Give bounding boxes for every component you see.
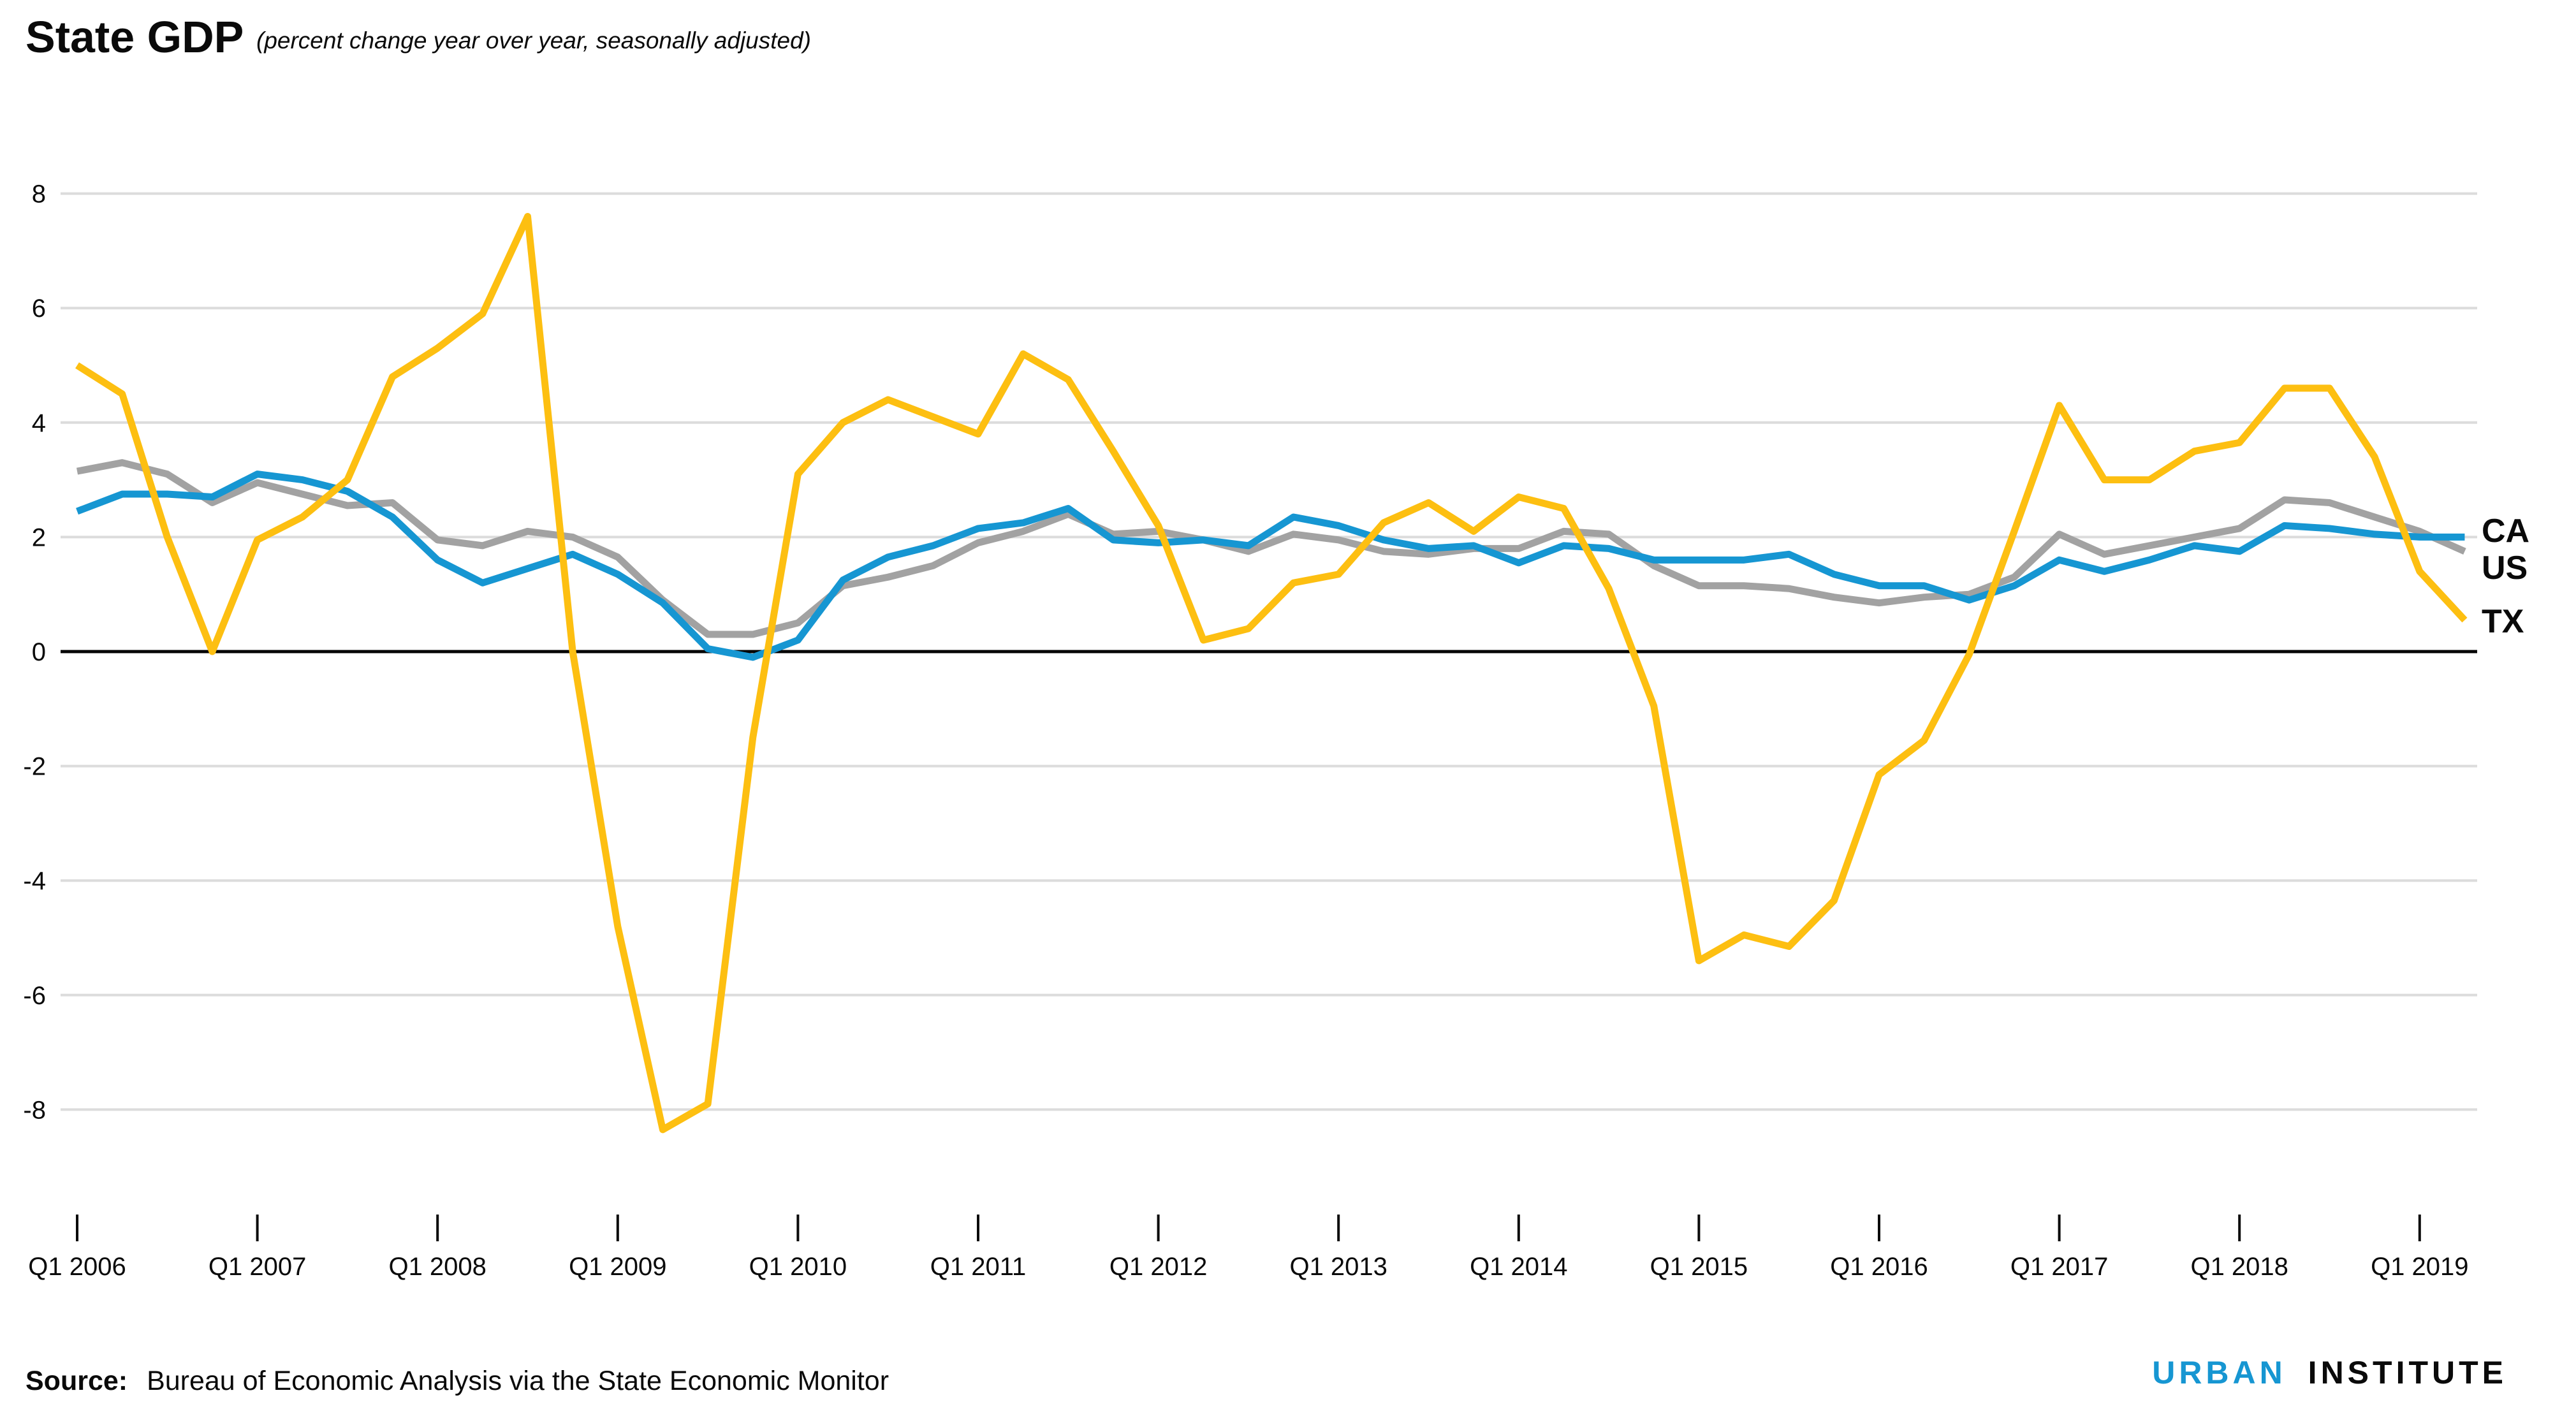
y-axis-labels: 8 6 4 2 0 -2 -4 -6 -8 — [23, 180, 46, 1125]
x-tick-label: Q1 2014 — [1470, 1253, 1567, 1281]
y-tick-label: 6 — [32, 295, 46, 323]
y-tick-label: -8 — [23, 1096, 46, 1124]
x-tick-label: Q1 2012 — [1109, 1253, 1207, 1281]
y-tick-label: 4 — [32, 409, 46, 437]
x-tick-label: Q1 2011 — [930, 1253, 1027, 1281]
series-line-us — [76, 459, 2466, 638]
chart-subtitle: (percent change year over year, seasonal… — [256, 27, 811, 54]
x-tick-label: Q1 2010 — [749, 1253, 847, 1281]
series-lines — [75, 213, 2468, 1134]
source-text: Bureau of Economic Analysis via the Stat… — [147, 1366, 889, 1396]
x-tick-label: Q1 2013 — [1289, 1253, 1387, 1281]
x-tick-label: Q1 2018 — [2190, 1253, 2288, 1281]
x-tick-label: Q1 2016 — [1830, 1253, 1928, 1281]
y-tick-label: -2 — [23, 753, 46, 781]
line-label-ca: CA — [2482, 513, 2529, 550]
line-label-us: US — [2482, 550, 2528, 587]
x-tick-label: Q1 2009 — [569, 1253, 666, 1281]
x-tick-label: Q1 2017 — [2010, 1253, 2108, 1281]
x-axis-ticks — [76, 1215, 2421, 1241]
page-title: State GDP — [26, 12, 244, 62]
urban-institute-logo: URBAN INSTITUTE — [2152, 1355, 2507, 1390]
x-tick-label: Q1 2008 — [388, 1253, 486, 1281]
y-tick-label: 8 — [32, 180, 46, 208]
gridlines — [61, 192, 2477, 1111]
x-axis-labels: Q1 2006 Q1 2007 Q1 2008 Q1 2009 Q1 2010 Q1 20… — [28, 1253, 2468, 1281]
series-line-tx — [75, 213, 2468, 1134]
x-tick-label: Q1 2007 — [209, 1253, 306, 1281]
y-tick-label: -6 — [23, 982, 46, 1010]
y-tick-label: -4 — [23, 867, 46, 895]
y-tick-label: 0 — [32, 638, 46, 666]
x-tick-label: Q1 2019 — [2371, 1253, 2468, 1281]
source-label: Source: — [26, 1366, 128, 1396]
y-tick-label: 2 — [32, 523, 46, 551]
logo-word-institute: INSTITUTE — [2308, 1355, 2507, 1390]
x-tick-label: Q1 2015 — [1650, 1253, 1748, 1281]
x-tick-label: Q1 2006 — [28, 1253, 126, 1281]
series-line-ca — [76, 471, 2465, 661]
logo-word-urban: URBAN — [2152, 1355, 2287, 1390]
line-label-tx: TX — [2482, 603, 2524, 640]
source-note: Source: Bureau of Economic Analysis via … — [26, 1366, 889, 1396]
